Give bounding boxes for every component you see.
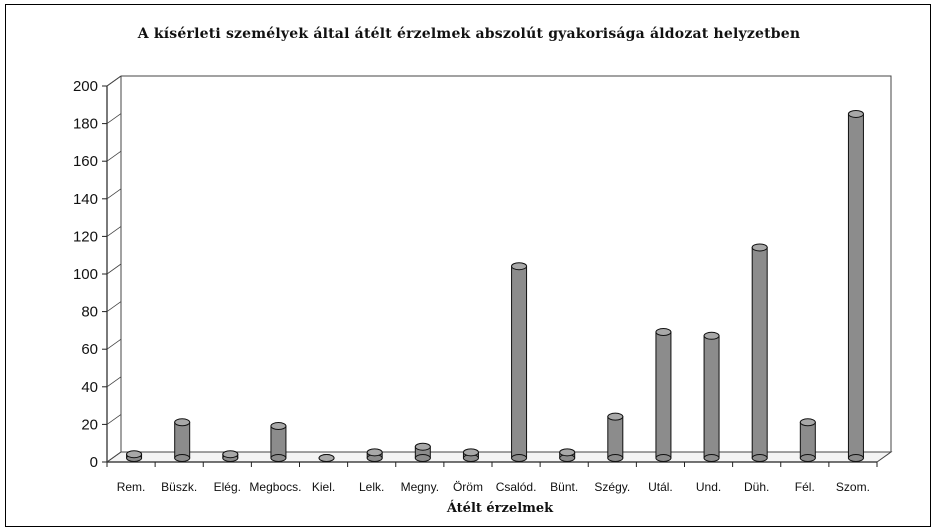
bar-top (222, 450, 239, 459)
bar-base (703, 454, 720, 462)
bar-top (462, 448, 479, 457)
y-tick-depth (106, 113, 122, 124)
y-tick-depth (106, 451, 122, 463)
y-tick-depth (106, 75, 122, 87)
x-tick-label: Megbocs. (249, 480, 301, 494)
bar (174, 421, 191, 459)
x-tick-label: Düh. (744, 480, 769, 494)
y-tick-depth (106, 188, 122, 200)
chart-frame (5, 4, 931, 527)
bar-base (270, 454, 287, 462)
bar-top (511, 262, 528, 271)
y-tick-depth (106, 301, 122, 312)
y-tick-label: 40 (81, 379, 98, 396)
x-tick-label: Büszk. (161, 480, 197, 494)
bar (511, 265, 528, 459)
y-tick-depth (106, 150, 122, 162)
bar-base (511, 454, 528, 462)
y-tick-depth (106, 338, 122, 350)
y-tick-depth (106, 226, 122, 237)
x-tick-label: Fél. (795, 480, 815, 494)
y-tick-depth (106, 414, 122, 425)
y-tick-label: 200 (73, 78, 98, 95)
bar-top (751, 243, 768, 252)
bar-base (655, 454, 672, 462)
x-tick-label: Szégy. (594, 480, 630, 494)
bar-top (799, 418, 816, 427)
y-tick-label: 180 (73, 116, 98, 133)
x-tick-label: Lelk. (359, 480, 384, 494)
bar-top (847, 109, 864, 118)
y-tick-depth (106, 263, 122, 275)
x-tick-label: Kiel. (312, 480, 335, 494)
bar (607, 416, 624, 459)
bar-base (414, 454, 431, 462)
x-tick-label: Elég. (214, 480, 241, 494)
bar-top (366, 448, 383, 457)
bar-top (174, 418, 191, 427)
plot-back-wall (120, 75, 892, 453)
bar-top (318, 454, 335, 462)
y-tick-label: 100 (73, 266, 98, 283)
bar (751, 246, 768, 459)
x-tick-label: Utál. (648, 480, 673, 494)
x-tick-label: Csalód. (496, 480, 537, 494)
bar (270, 425, 287, 459)
bar-top (270, 422, 287, 431)
y-tick-label: 80 (81, 304, 98, 321)
y-tick-depth (106, 376, 122, 388)
y-tick-label: 120 (73, 228, 98, 245)
x-tick-label: Megny. (401, 480, 439, 494)
x-tick-label: Bünt. (550, 480, 578, 494)
y-tick-label: 0 (90, 454, 98, 471)
bar (655, 331, 672, 459)
bar-top (559, 448, 576, 457)
x-tick-label: Öröm (453, 480, 483, 494)
bar-top (655, 328, 672, 337)
x-tick-label: Szom. (836, 480, 870, 494)
bar-top (126, 450, 143, 459)
y-tick-label: 160 (73, 153, 98, 170)
chart-title: A kísérleti személyek által átélt érzelm… (137, 26, 801, 42)
bar (847, 113, 864, 459)
bar-base (174, 454, 191, 462)
bar-top (703, 331, 720, 340)
x-tick-label: Und. (696, 480, 721, 494)
bar-base (751, 454, 768, 462)
y-tick-label: 140 (73, 191, 98, 208)
bar-base (607, 454, 624, 462)
x-tick-label: Rem. (117, 480, 146, 494)
bar-base (799, 454, 816, 462)
y-tick-label: 20 (81, 416, 98, 433)
y-tick-label: 60 (81, 341, 98, 358)
bar (799, 421, 816, 459)
bar (703, 335, 720, 459)
bar-base (847, 454, 864, 462)
bar-top (607, 412, 624, 421)
bar-top (414, 442, 431, 451)
x-axis-label: Átélt érzelmek (446, 501, 554, 516)
